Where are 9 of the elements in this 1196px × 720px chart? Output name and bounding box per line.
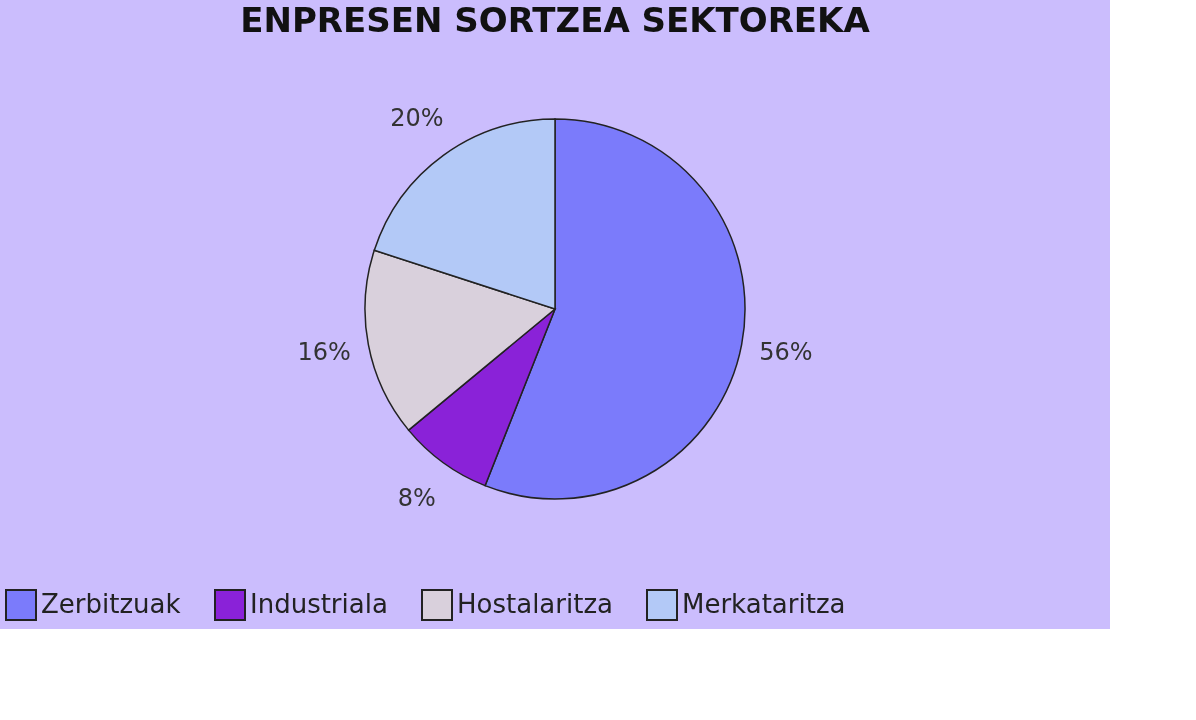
legend-label: Industriala bbox=[250, 589, 388, 619]
chart-title: ENPRESEN SORTZEA SEKTOREKA bbox=[240, 0, 871, 40]
data-label: 20% bbox=[390, 103, 444, 132]
legend-label: Hostalaritza bbox=[457, 589, 613, 619]
data-label: 8% bbox=[397, 484, 436, 513]
legend-label: Merkataritza bbox=[682, 589, 846, 619]
data-label: 16% bbox=[297, 338, 351, 367]
data-label: 56% bbox=[759, 338, 813, 367]
legend-label: Zerbitzuak bbox=[41, 589, 181, 619]
